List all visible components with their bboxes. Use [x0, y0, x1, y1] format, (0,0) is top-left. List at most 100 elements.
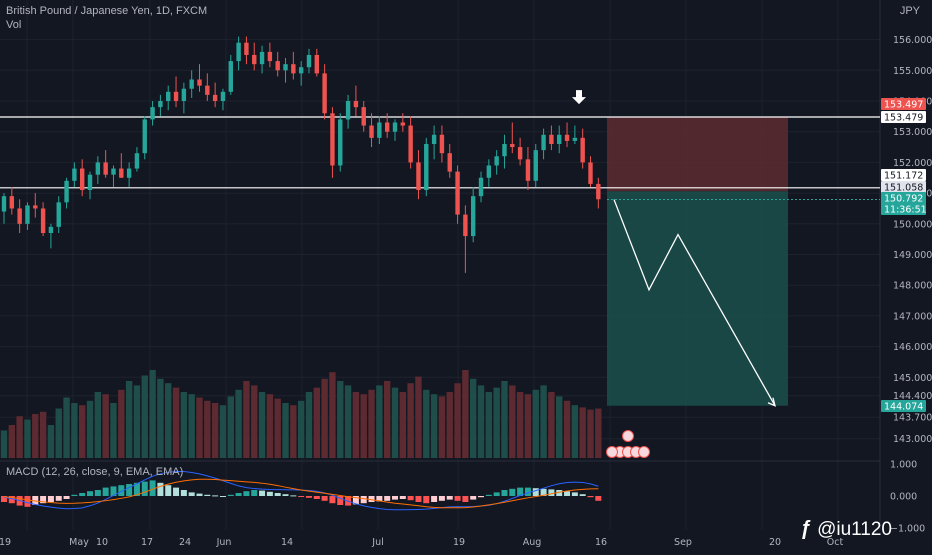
volume-bar [446, 392, 453, 458]
candle-body [549, 134, 554, 144]
candle-body [119, 168, 124, 178]
macd-indicator-label[interactable]: MACD (12, 26, close, 9, EMA, EMA) [6, 466, 184, 478]
macd-histogram-bar [337, 496, 344, 505]
candle-body [338, 119, 343, 166]
macd-histogram-bar [266, 491, 273, 496]
macd-histogram-bar [423, 496, 430, 504]
stop-loss-zone [607, 116, 788, 192]
macd-histogram-bar [470, 496, 477, 500]
volume-bar [118, 389, 125, 458]
volume-bar [79, 405, 86, 458]
macd-histogram-bar [180, 490, 187, 496]
price-tag-label: 150.792 [884, 194, 923, 205]
macd-histogram-bar [431, 496, 438, 502]
macd-histogram-bar [87, 491, 94, 496]
macd-histogram-bar [165, 485, 172, 496]
volume-bar [266, 394, 274, 458]
down-arrow-icon [572, 90, 586, 105]
candle-body [33, 205, 38, 209]
macd-histogram-bar [360, 496, 367, 504]
volume-bar [157, 378, 164, 458]
volume-bar [125, 381, 133, 458]
candle-body [471, 196, 476, 237]
candle-body [205, 85, 210, 95]
macd-histogram-bar [446, 496, 453, 500]
x-tick-label: 19 [0, 537, 11, 548]
macd-histogram-bar [571, 492, 578, 496]
candle-body [377, 122, 382, 138]
volume-bar [430, 394, 438, 458]
volume-bar [313, 387, 320, 458]
macd-histogram-bar [298, 496, 305, 497]
macd-histogram-bar [352, 496, 359, 505]
volume-indicator-label[interactable]: Vol [6, 19, 22, 31]
volume-bar [243, 381, 250, 458]
volume-bar [24, 419, 31, 458]
x-tick-label: 20 [769, 537, 781, 548]
volume-bar [329, 372, 336, 458]
volume-bar [509, 385, 516, 458]
event-badge-icon [638, 446, 650, 458]
volume-bar [501, 381, 508, 458]
volume-bar [563, 400, 571, 458]
volume-bar [258, 392, 266, 458]
volume-bar [548, 392, 555, 458]
candle-body [9, 196, 15, 209]
author-watermark: ƒ @iu1120 [800, 518, 892, 541]
y-tick-label: 148.000 [893, 281, 932, 292]
candle-body [189, 79, 194, 89]
macd-histogram-bar [329, 496, 336, 504]
macd-histogram-bar [157, 482, 164, 496]
macd-histogram-bar [501, 490, 508, 496]
price-tag-label: 153.479 [884, 113, 923, 124]
volume-bar [47, 425, 55, 458]
tradingview-logo-icon: ƒ [799, 518, 812, 540]
macd-histogram-bar [454, 496, 461, 501]
candle-body [455, 171, 460, 215]
candle-body [408, 125, 413, 163]
macd-histogram-bar [235, 493, 242, 496]
candle-body [64, 180, 69, 203]
candle-body [486, 165, 492, 178]
y-tick-label: 146.000 [893, 342, 932, 353]
candle-body [424, 143, 429, 191]
candle-body [173, 91, 179, 102]
volume-bar [149, 370, 156, 458]
volume-bar [196, 397, 203, 458]
macd-histogram-bar [415, 496, 422, 502]
price-tag [881, 192, 926, 204]
candle-body [48, 226, 54, 234]
candle-body [166, 91, 171, 102]
macd-histogram-bar [282, 494, 289, 496]
macd-histogram-bar [79, 493, 86, 496]
candle-body [72, 168, 77, 181]
macd-histogram-bar [133, 482, 140, 496]
price-tag [881, 169, 926, 181]
volume-bar [180, 392, 188, 458]
candle-body [181, 88, 187, 102]
macd-histogram-bar [524, 487, 531, 496]
candle-body [557, 134, 562, 144]
x-tick-label: Oct [827, 537, 844, 548]
event-badge-icon [622, 430, 634, 442]
volume-bar [344, 385, 352, 458]
y-tick-label: 143.000 [893, 434, 932, 445]
volume-bars [0, 370, 602, 458]
volume-bar [211, 403, 219, 458]
macd-histogram-bar [173, 487, 180, 496]
event-badge-icon [606, 446, 618, 458]
volume-bar [8, 425, 16, 458]
candle-body [283, 64, 288, 71]
volume-bar [587, 409, 594, 458]
volume-bar [595, 408, 602, 458]
volume-bar [556, 396, 563, 458]
macd-histogram-bar [227, 494, 234, 496]
macd-histogram-bar [24, 496, 31, 507]
candle-body [439, 134, 445, 154]
macd-histogram-bar [290, 495, 297, 497]
symbol-title[interactable]: British Pound / Japanese Yen, 1D, FXCM [6, 5, 208, 17]
candle-body [142, 119, 147, 154]
candle-body [80, 168, 85, 191]
